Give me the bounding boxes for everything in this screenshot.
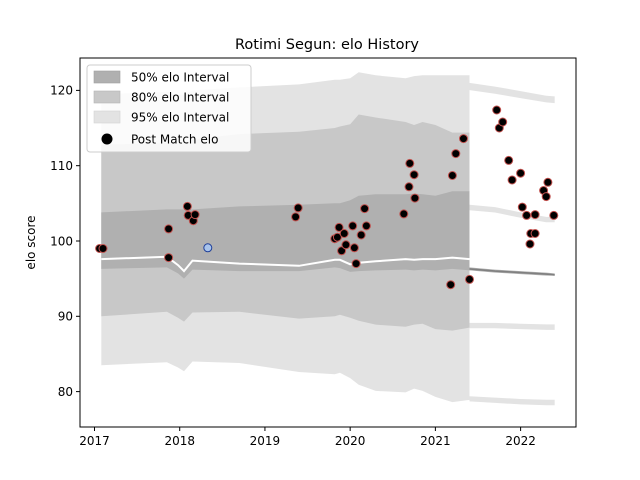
band-80-forecast-lower: [469, 322, 555, 330]
y-tick-label-100: 100: [50, 234, 73, 248]
data-point-25: [409, 170, 419, 180]
data-point-27: [446, 280, 456, 290]
data-point-42: [530, 229, 540, 238]
legend-swatch-80: [93, 90, 121, 104]
y-axis-label: elo score: [24, 215, 38, 269]
data-point-32: [492, 105, 502, 115]
data-point-45: [541, 192, 551, 202]
data-point-12: [334, 222, 344, 232]
data-point-24: [405, 158, 415, 168]
data-point-38: [517, 202, 527, 212]
data-point-15: [341, 240, 351, 250]
data-point-35: [504, 155, 514, 165]
data-point-39: [522, 210, 532, 220]
data-point-16: [348, 221, 358, 231]
x-tick-label-2017: 2017: [79, 434, 110, 448]
x-tick-label-2019: 2019: [250, 434, 281, 448]
legend-swatch-95: [93, 110, 121, 124]
data-point-36: [507, 175, 517, 185]
data-point-8: [291, 212, 301, 222]
highlight-point: [203, 243, 213, 253]
chart-title: Rotimi Segun: elo History: [235, 37, 419, 53]
data-point-2: [164, 224, 174, 234]
legend-label-post-match: Post Match elo: [131, 133, 218, 147]
legend-swatch-50: [93, 70, 121, 84]
data-point-34: [498, 117, 508, 127]
data-point-3: [164, 253, 174, 263]
x-tick-label-2018: 2018: [164, 434, 195, 448]
band-80-forecast: [470, 205, 555, 330]
x-axis: 2017 2018 2019 2020 2021 2022: [79, 427, 536, 448]
data-point-23: [404, 182, 414, 192]
data-point-29: [451, 149, 461, 159]
data-point-30: [459, 134, 468, 144]
data-point-7: [190, 210, 200, 220]
data-point-11: [332, 232, 342, 242]
data-point-22: [399, 209, 409, 219]
data-point-18: [351, 259, 361, 269]
band-95-forecast-upper: [469, 82, 555, 104]
band-95-forecast-lower: [469, 396, 555, 406]
legend-marker-post-match: [101, 133, 113, 145]
y-tick-label-80: 80: [58, 385, 73, 399]
plot-frame: [79, 57, 577, 428]
data-point-31: [465, 274, 474, 284]
x-tick-label-2020: 2020: [335, 434, 366, 448]
data-point-19: [356, 230, 366, 240]
mean-line-forecast: [469, 268, 555, 276]
data-point-9: [293, 203, 303, 213]
y-tick-label-90: 90: [58, 310, 73, 324]
data-point-13: [337, 246, 347, 256]
data-point-40: [525, 239, 535, 249]
y-tick-label-110: 110: [50, 159, 73, 173]
data-point-37: [516, 168, 526, 178]
data-point-4: [182, 201, 192, 211]
y-axis: 80 90 100 110 120: [50, 84, 80, 399]
x-tick-label-2021: 2021: [420, 434, 451, 448]
data-point-43: [530, 210, 540, 220]
legend-label-50: 50% elo Interval: [131, 71, 229, 85]
data-point-14: [339, 229, 349, 238]
plot-area: [95, 72, 559, 406]
data-point-28: [447, 171, 457, 180]
legend-label-80: 80% elo Interval: [131, 91, 229, 105]
data-point-17: [349, 243, 359, 253]
legend: 50% elo Interval 80% elo Interval 95% el…: [86, 64, 252, 153]
data-point-47: [549, 210, 559, 220]
x-tick-label-2022: 2022: [505, 434, 536, 448]
data-point-20: [360, 204, 370, 214]
legend-box: [86, 64, 252, 153]
mean-line-history: [101, 255, 470, 273]
legend-label-95: 95% elo Interval: [131, 111, 229, 125]
data-point-21: [361, 221, 371, 231]
data-point-46: [543, 177, 553, 187]
data-point-1: [98, 244, 108, 253]
y-tick-label-120: 120: [50, 84, 73, 98]
data-point-26: [410, 193, 420, 203]
